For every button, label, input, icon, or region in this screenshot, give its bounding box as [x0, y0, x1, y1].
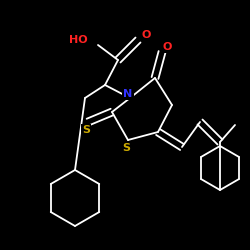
- Text: S: S: [122, 143, 130, 153]
- Text: O: O: [141, 30, 151, 40]
- Text: HO: HO: [70, 35, 88, 45]
- Text: N: N: [124, 89, 132, 99]
- Text: S: S: [82, 125, 90, 135]
- Text: O: O: [162, 42, 172, 52]
